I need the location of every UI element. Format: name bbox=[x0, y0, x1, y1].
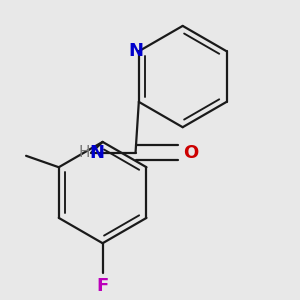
Text: H: H bbox=[78, 145, 90, 160]
Text: O: O bbox=[183, 143, 198, 161]
Text: N: N bbox=[129, 42, 144, 60]
Text: N: N bbox=[90, 143, 105, 161]
Text: F: F bbox=[97, 277, 109, 295]
